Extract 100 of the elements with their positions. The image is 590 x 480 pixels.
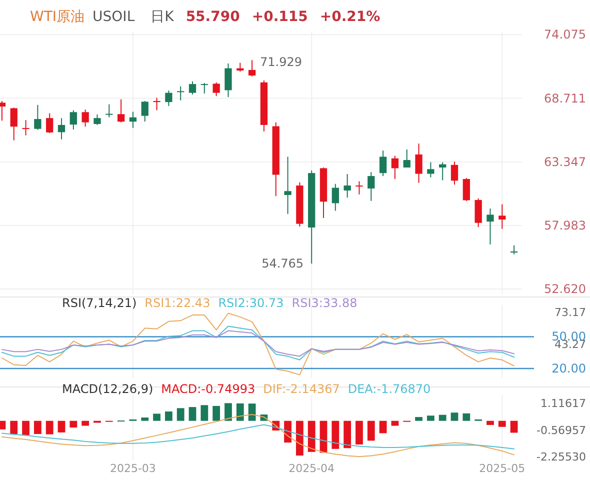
bar xyxy=(332,420,340,449)
candlestick xyxy=(165,90,172,106)
candlestick xyxy=(177,86,184,101)
y-tick-label: 74.075 xyxy=(544,28,586,42)
candlestick xyxy=(356,180,363,195)
bar xyxy=(153,414,160,421)
bar xyxy=(58,420,66,432)
candlestick xyxy=(200,82,208,94)
x-tick-label: 2025-05 xyxy=(479,462,526,475)
bar xyxy=(46,420,54,434)
candlestick xyxy=(344,174,351,198)
series-label: DIF:-2.14367 xyxy=(263,382,340,396)
bar xyxy=(141,418,149,421)
bar xyxy=(486,420,494,425)
candlestick xyxy=(415,143,422,184)
candlestick xyxy=(379,150,387,177)
y-tick-label: 1.11617 xyxy=(540,397,586,410)
candlestick xyxy=(117,98,125,123)
chart-title: WTI原油 xyxy=(30,9,85,25)
bar xyxy=(248,404,256,421)
bar xyxy=(236,403,244,421)
candlestick xyxy=(106,104,113,118)
candlestick xyxy=(284,156,292,214)
candlestick xyxy=(46,112,54,134)
bar xyxy=(391,420,399,426)
candlestick xyxy=(34,104,42,130)
line-series xyxy=(1,424,515,450)
text: 55.790 xyxy=(186,9,240,25)
line-series xyxy=(1,312,515,376)
candlestick xyxy=(58,118,66,140)
bar xyxy=(356,420,363,444)
bar xyxy=(415,417,422,421)
candlestick xyxy=(332,183,339,212)
candlestick xyxy=(462,178,470,202)
candlestick xyxy=(0,100,6,122)
bar xyxy=(438,414,446,421)
candlestick xyxy=(439,162,446,181)
y-tick-label: 52.620 xyxy=(544,282,586,296)
bar xyxy=(379,420,387,434)
bar xyxy=(344,420,352,448)
text: 日K xyxy=(150,9,175,25)
candlestick xyxy=(141,100,148,122)
bar xyxy=(34,420,42,434)
y-tick-label: 57.983 xyxy=(544,218,586,232)
bar xyxy=(82,420,90,426)
bar xyxy=(367,420,375,441)
candlestick xyxy=(474,198,482,228)
series-label: RSI1:22.43 xyxy=(144,296,210,310)
series-label: MACD:-0.74993 xyxy=(161,382,256,396)
y-tick-label: 73.17 xyxy=(554,306,586,320)
candlestick xyxy=(224,62,232,98)
y-tick-label: -2.25530 xyxy=(536,450,586,464)
bar xyxy=(212,406,220,421)
candlestick xyxy=(486,208,494,245)
candlestick xyxy=(212,82,220,97)
text: RSI3:33.88 xyxy=(292,296,358,310)
candlestick xyxy=(94,114,101,126)
bar xyxy=(296,420,304,456)
candlestick xyxy=(188,80,196,95)
candlestick xyxy=(22,120,30,136)
annotation: 54.765 xyxy=(262,256,304,271)
bar xyxy=(188,407,196,421)
candlestick xyxy=(70,110,77,130)
candlestick xyxy=(129,111,137,128)
candlestick xyxy=(403,148,410,168)
x-tick-label: 2025-04 xyxy=(288,462,335,475)
bar xyxy=(176,408,184,421)
candlestick xyxy=(82,109,89,128)
bar xyxy=(510,420,518,433)
y-tick-label: 68.711 xyxy=(544,91,586,106)
bar xyxy=(22,420,30,436)
candlestick xyxy=(368,172,375,202)
bar xyxy=(224,403,232,421)
y-tick-label: 63.347 xyxy=(544,154,586,169)
candlestick xyxy=(498,204,506,230)
chart-title: RSI(7,14,21) xyxy=(62,296,137,310)
chart-subtitle: USOIL xyxy=(92,9,135,25)
candlestick xyxy=(248,60,256,77)
chart-title: MACD(12,26,9) xyxy=(62,382,154,396)
candlestick xyxy=(153,97,160,111)
bar xyxy=(164,411,172,421)
text: +0.21% xyxy=(320,9,380,25)
bar xyxy=(308,420,316,452)
bar xyxy=(498,420,506,427)
candlestick xyxy=(427,162,434,178)
bar xyxy=(462,413,470,421)
text: DEA:-1.76870 xyxy=(348,382,431,396)
y-tick-label: -0.56957 xyxy=(536,424,586,437)
bar xyxy=(70,420,78,428)
candlestick xyxy=(450,161,458,186)
text: +0.115 xyxy=(252,9,308,25)
bar xyxy=(200,405,208,421)
candlestick xyxy=(391,155,399,180)
ref-line-label: 20.00 xyxy=(552,361,586,376)
x-tick-label: 2025-03 xyxy=(110,462,156,475)
bar xyxy=(10,420,18,434)
series-label: RSI2:30.73 xyxy=(218,296,284,310)
line-series xyxy=(1,414,515,458)
bar xyxy=(426,416,434,421)
bar xyxy=(450,412,458,421)
